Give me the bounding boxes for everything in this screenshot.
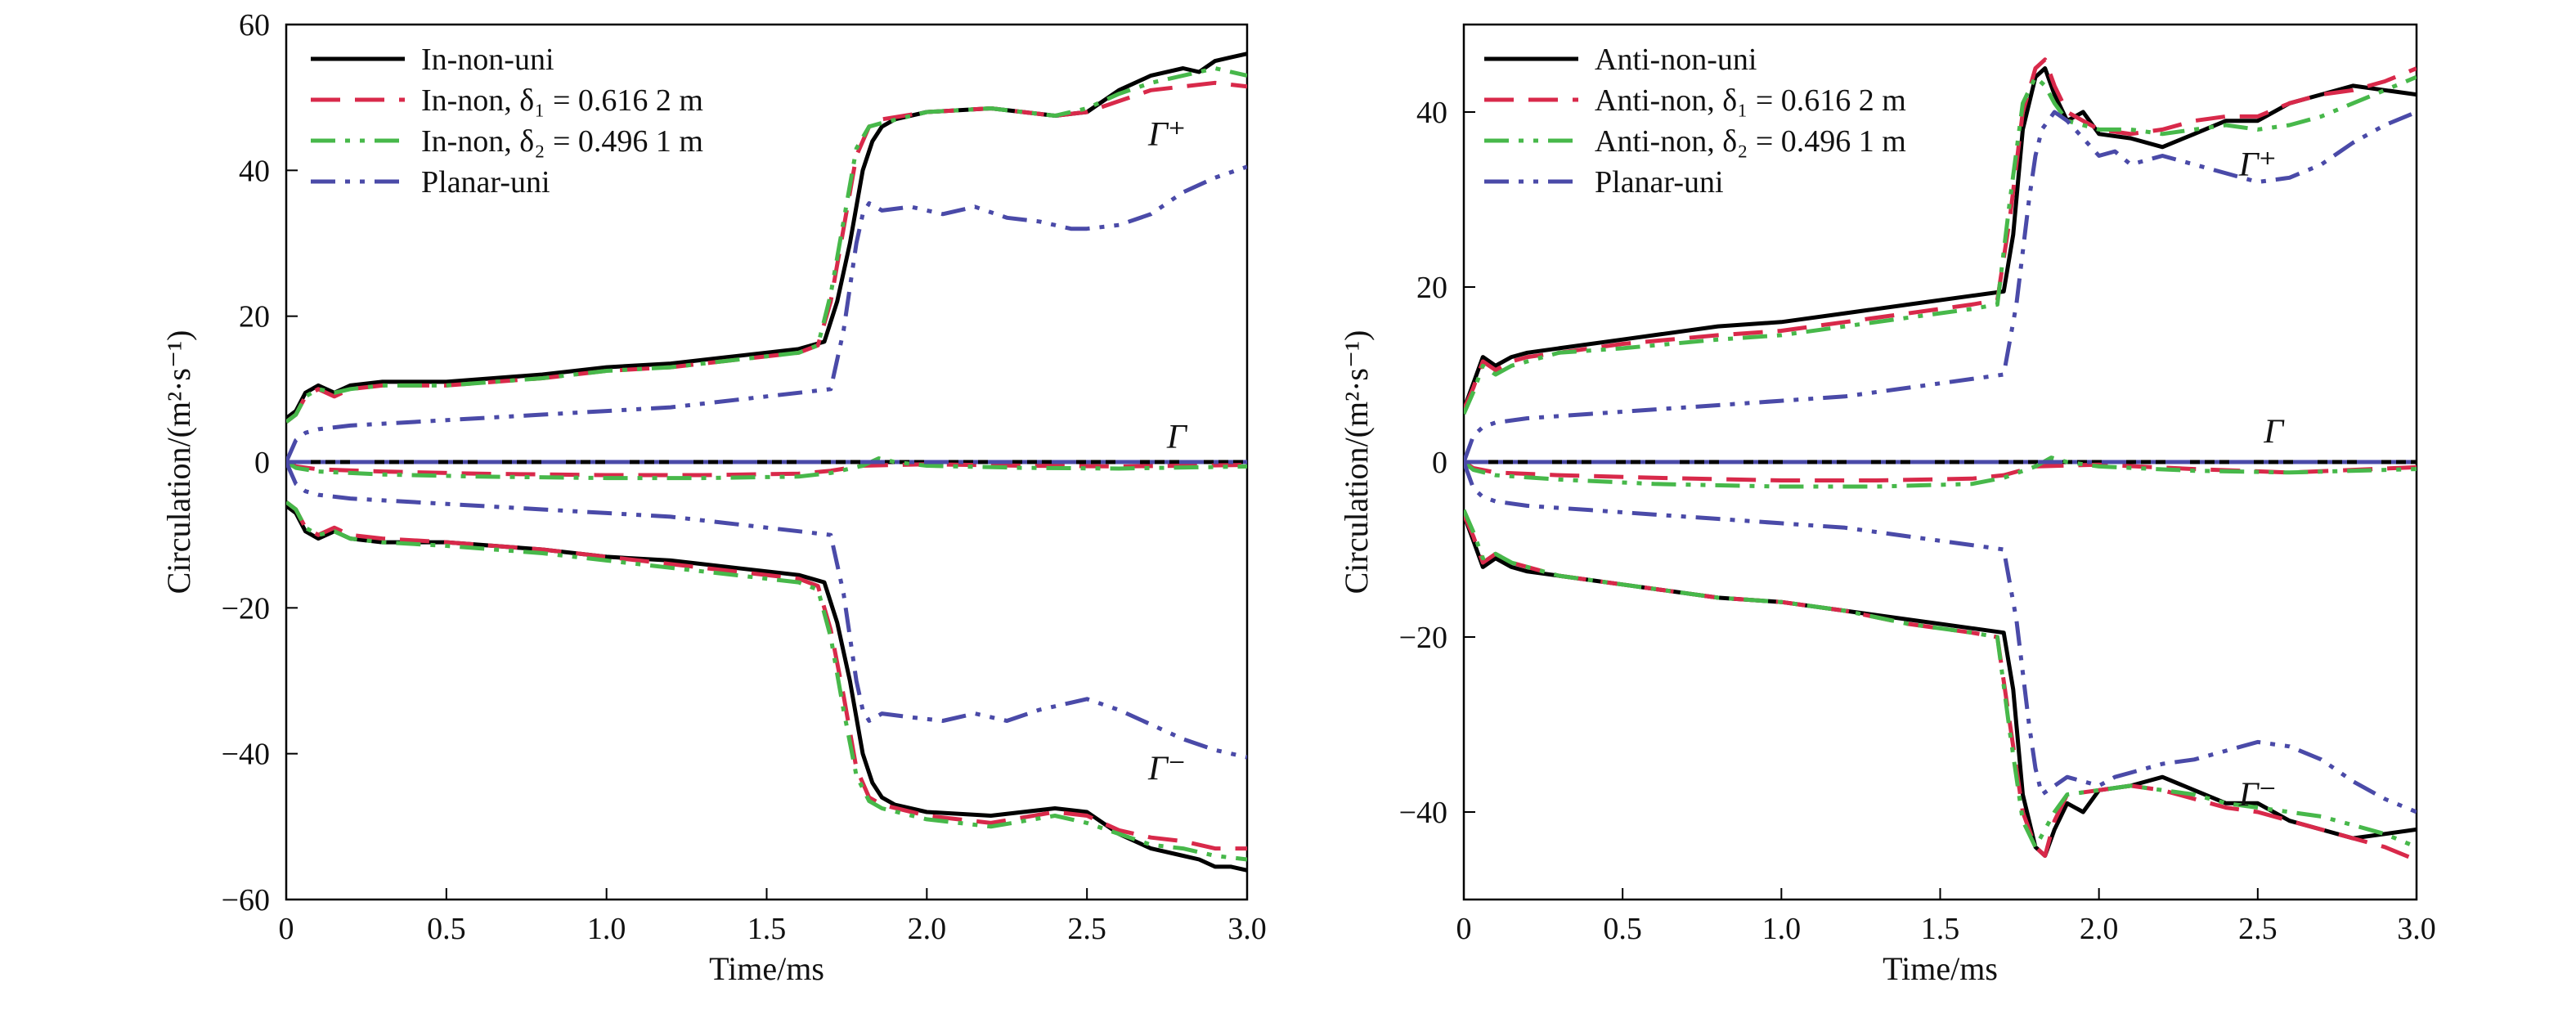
series-line-1-lower [286,504,1247,873]
legend-entry: In-non, δ₁ = 0.616 2 m [421,83,703,118]
y-tick-label: 20 [239,300,270,334]
x-tick-label: 3.0 [2397,912,2436,946]
series-line-3-upper [1464,74,2417,415]
x-tick-label: 2.0 [2080,912,2119,946]
x-tick-label: 0 [1456,912,1472,946]
legend-entry: Anti-non, δ₁ = 0.616 2 m [1595,83,1906,118]
legend-entry: Anti-non-uni [1595,43,1757,77]
x-tick-label: 0.5 [1603,912,1642,946]
series-lines [286,52,1247,873]
curve-annotation: Γ [2263,414,2285,451]
legend-entry: In-non, δ₂ = 0.496 1 m [421,124,703,159]
chart-left: 0 0.5 1.0 1.5 2.0 2.5 3.0 −60 −40 −20 0 20 40 60 Time/… [160,8,1267,987]
x-tick-label: 1.0 [1762,912,1802,946]
curve-annotation: Γ⁻ [1147,751,1186,788]
x-tick-label: 2.5 [2238,912,2278,946]
y-tick-label: −20 [1399,621,1447,655]
x-tick-label: 2.5 [1067,912,1106,946]
series-line-1-lower [1464,514,2417,858]
curve-annotation: Γ⁺ [1147,116,1186,154]
series-line-1-upper [286,52,1247,420]
legend-entry: Anti-non, δ₂ = 0.496 1 m [1595,124,1906,159]
x-tick-label: 0.5 [427,912,466,946]
legend: Anti-non-uni Anti-non, δ₁ = 0.616 2 m Anti… [1484,43,1906,200]
y-tick-label: 20 [1416,271,1447,305]
y-axis-title: Circulation/(m²·s⁻¹) [1338,330,1375,594]
legend: In-non-uni In-non, δ₁ = 0.616 2 m In-non, … [311,43,703,200]
series-line-4-lower [1464,461,2417,814]
series-line-1-upper [1464,66,2417,411]
y-tick-label: 0 [254,446,270,480]
series-line-4-upper [286,164,1247,464]
curve-annotation: Γ⁺ [2238,146,2277,184]
series-line-2-upper [286,80,1247,424]
series-lines [1464,57,2417,863]
y-tick-label: −40 [1399,796,1447,830]
y-tick-label: 40 [239,154,270,188]
y-tick-label: −20 [222,591,270,626]
x-tick-label: 3.0 [1227,912,1267,946]
series-line-4-lower [286,460,1247,760]
y-tick-label: 60 [239,8,270,43]
x-tick-label: 2.0 [908,912,947,946]
curve-annotation: Γ⁻ [2238,777,2277,814]
legend-entry: Planar-uni [1595,165,1724,200]
series-line-3-lower [1464,509,2417,850]
x-axis-title: Time/ms [709,950,824,987]
series-line-3-middle [286,456,1247,481]
y-tick-label: 40 [1416,96,1447,130]
x-tick-label: 0 [279,912,294,946]
x-tick-label: 1.5 [747,912,787,946]
y-tick-label: 0 [1432,446,1447,480]
x-axis-title: Time/ms [1883,950,1998,987]
x-tick-label: 1.0 [587,912,626,946]
series-line-3-lower [286,500,1247,862]
y-tick-label: −40 [222,738,270,772]
curve-annotation: Γ [1166,419,1188,456]
legend-entry: Planar-uni [421,165,550,200]
series-line-3-upper [286,66,1247,424]
legend-entry: In-non-uni [421,43,554,77]
series-line-3-middle [1464,455,2417,489]
x-tick-label: 1.5 [1921,912,1960,946]
y-axis-title: Circulation/(m²·s⁻¹) [160,330,197,594]
y-tick-label: −60 [222,883,270,918]
series-line-2-lower [286,500,1247,851]
chart-right: 0 0.5 1.0 1.5 2.0 2.5 3.0 −40 −20 0 20 40 Time/ms Cir… [1338,23,2436,987]
